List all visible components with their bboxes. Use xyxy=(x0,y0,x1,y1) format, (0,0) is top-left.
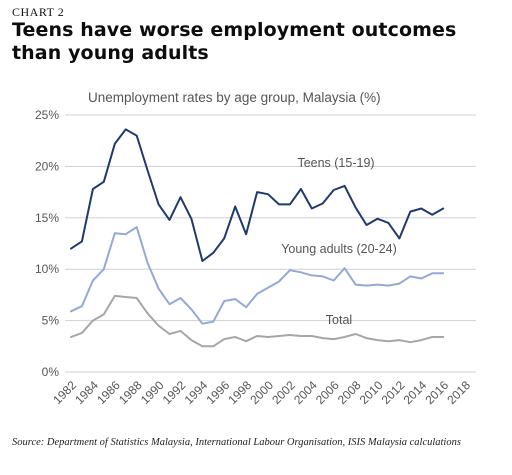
x-tick-label: 1992 xyxy=(160,378,189,407)
x-tick-label: 2018 xyxy=(444,378,473,407)
x-tick-label: 2004 xyxy=(291,378,320,407)
x-tick-label: 1994 xyxy=(182,378,211,407)
series-line-2 xyxy=(70,294,445,348)
source-note: Source: Department of Statistics Malaysi… xyxy=(12,437,461,448)
chart-headline: Teens have worse employment outcomes tha… xyxy=(12,19,457,64)
x-tick-label: 1982 xyxy=(50,378,79,407)
x-tick-label: 2002 xyxy=(269,378,298,407)
x-tick-label: 2000 xyxy=(247,378,276,407)
x-tick-label: 1984 xyxy=(72,378,101,407)
x-tick-label: 1998 xyxy=(225,378,254,407)
series-line-1 xyxy=(70,226,445,325)
x-tick-label: 1986 xyxy=(94,378,123,407)
y-tick-label: 20% xyxy=(35,159,59,173)
y-tick-label: 25% xyxy=(35,108,59,122)
x-tick-label: 2014 xyxy=(401,378,430,407)
x-tick-label: 2010 xyxy=(357,378,386,407)
chart-kicker: CHART 2 xyxy=(12,5,65,19)
chart-title: Unemployment rates by age group, Malaysi… xyxy=(88,90,381,105)
y-tick-label: 15% xyxy=(35,211,59,225)
y-tick-label: 5% xyxy=(42,314,60,328)
x-tick-label: 2016 xyxy=(422,378,451,407)
x-tick-label: 1990 xyxy=(138,378,167,407)
x-tick-label: 1996 xyxy=(204,378,233,407)
series-label: Teens (15-19) xyxy=(297,156,374,170)
x-tick-label: 2012 xyxy=(379,378,408,407)
y-tick-label: 0% xyxy=(42,365,60,379)
series-label: Young adults (20-24) xyxy=(281,242,397,256)
series-line-0 xyxy=(70,128,445,262)
x-tick-label: 2008 xyxy=(335,378,364,407)
series-label: Total xyxy=(326,313,352,327)
x-tick-label: 2006 xyxy=(313,378,342,407)
y-tick-label: 10% xyxy=(35,262,59,276)
x-tick-label: 1988 xyxy=(116,378,145,407)
